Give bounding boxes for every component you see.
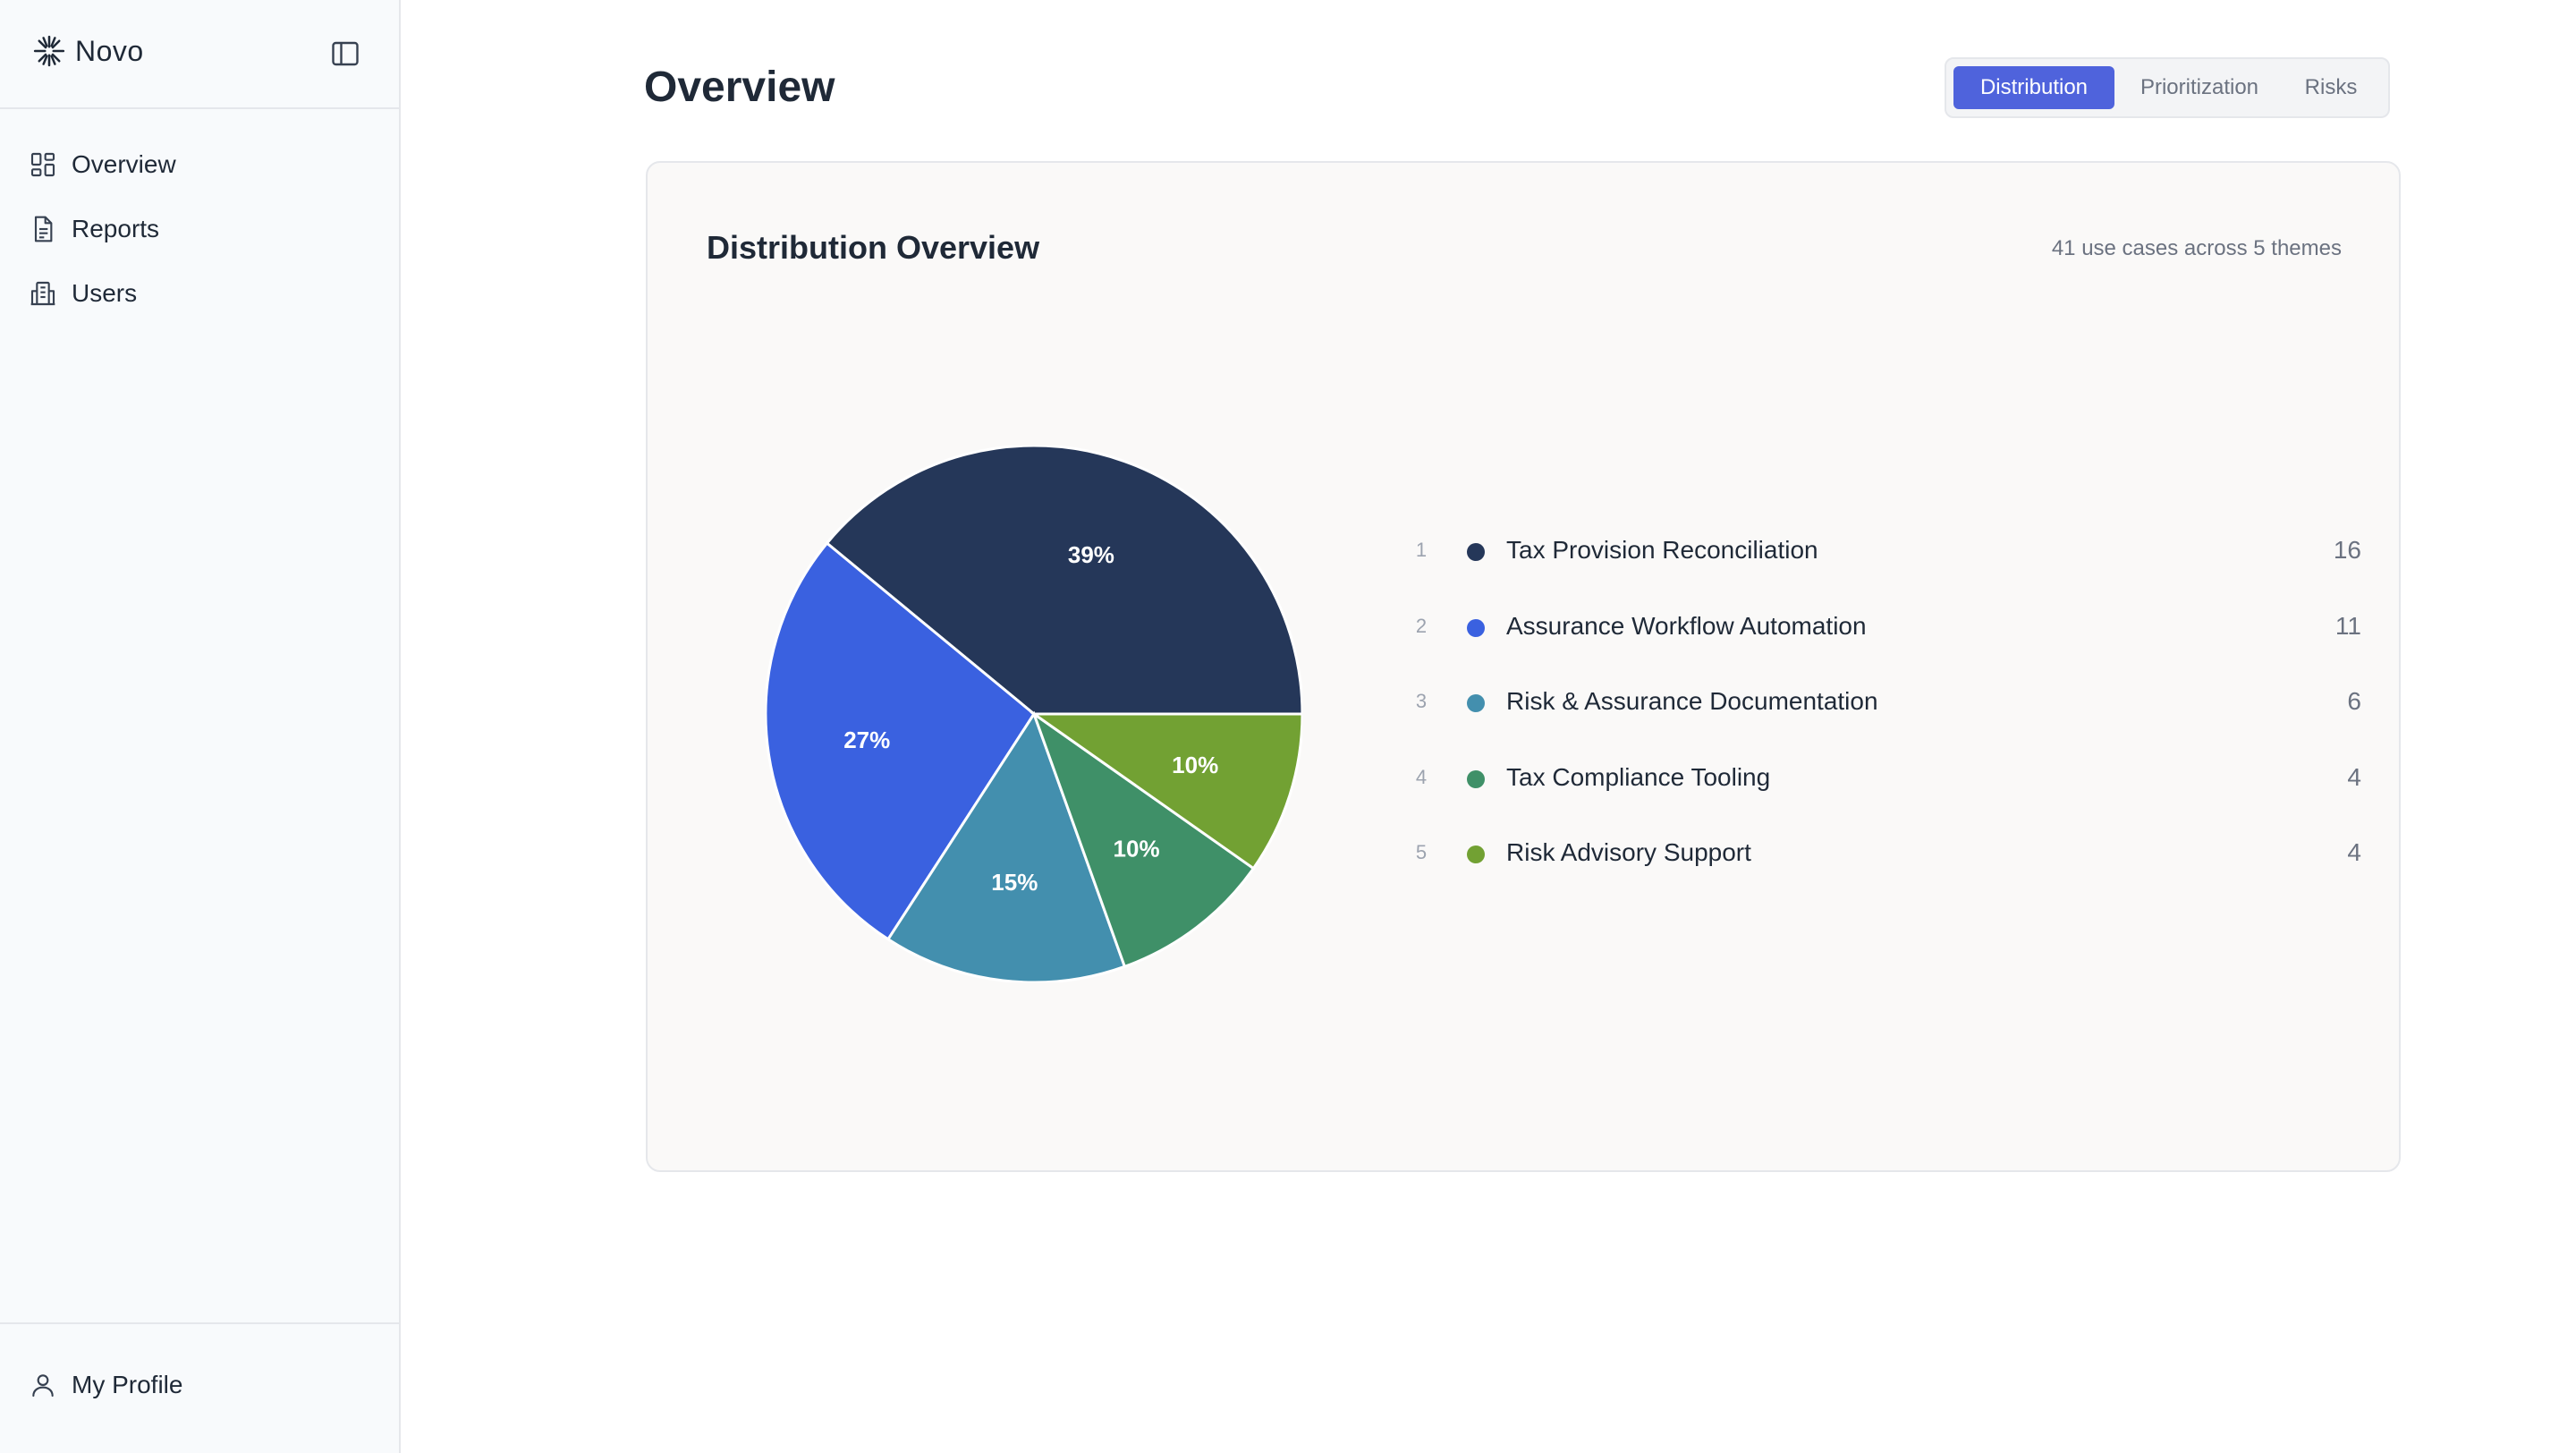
legend-item[interactable]: 3 Risk & Assurance Documentation 6 xyxy=(1413,679,2361,755)
legend-count: 6 xyxy=(2347,687,2361,715)
user-icon xyxy=(32,1374,54,1398)
pie-slice-tax-provision-reconciliation[interactable] xyxy=(825,446,1302,716)
sidebar-header: Novo xyxy=(0,0,399,109)
legend-rank: 5 xyxy=(1415,841,1428,863)
brand-name: Novo xyxy=(75,34,144,67)
pie-slice-risk-advisory-support[interactable] xyxy=(1030,712,1302,871)
building-icon xyxy=(30,281,55,306)
legend-item[interactable]: 2 Assurance Workflow Automation 11 xyxy=(1413,604,2361,680)
legend-color-dot xyxy=(1467,769,1485,788)
pie-slice-risk-and-assurance-documentation[interactable] xyxy=(886,710,1127,982)
chart-legend: 1 Tax Provision Reconciliation 16 2 Assuranc… xyxy=(1413,528,2361,906)
sidebar-toggle-icon[interactable] xyxy=(329,38,361,70)
legend-label: Tax Provision Reconciliation xyxy=(1506,536,1818,564)
legend-label: Risk & Assurance Documentation xyxy=(1506,687,1878,715)
legend-color-dot xyxy=(1467,618,1485,637)
tab-risks[interactable]: Risks xyxy=(2304,75,2358,99)
legend-rank: 2 xyxy=(1415,614,1428,637)
tab-distribution[interactable]: Distribution xyxy=(1953,66,2114,109)
legend-rank: 1 xyxy=(1415,539,1428,561)
pie-slice-tax-compliance-tooling[interactable] xyxy=(1030,710,1256,969)
page-title: Overview xyxy=(644,64,835,111)
card-title: Distribution Overview xyxy=(707,229,1040,266)
sidebar-footer: My Profile xyxy=(0,1322,399,1453)
sparkle-logo-icon xyxy=(33,35,65,67)
legend-item[interactable]: 4 Tax Compliance Tooling 4 xyxy=(1413,755,2361,831)
document-icon xyxy=(34,216,53,242)
legend-color-dot xyxy=(1467,543,1485,561)
legend-label: Tax Compliance Tooling xyxy=(1506,762,1771,791)
distribution-card: Distribution Overview 41 use cases acros… xyxy=(646,161,2401,1172)
pie-slice-label: 39% xyxy=(1068,541,1114,568)
sidebar: Novo Overview Reports xyxy=(0,0,401,1453)
pie-slice-label: 15% xyxy=(991,869,1038,896)
legend-item[interactable]: 1 Tax Provision Reconciliation 16 xyxy=(1413,528,2361,604)
view-tabs: Distribution Prioritization Risks xyxy=(1945,57,2390,118)
pie-slice-label: 10% xyxy=(1172,752,1218,778)
sidebar-item-label: Users xyxy=(72,279,138,307)
legend-count: 4 xyxy=(2347,762,2361,791)
legend-count: 16 xyxy=(2333,536,2361,564)
pie-slice-assurance-workflow-automation[interactable] xyxy=(766,541,1036,941)
profile-label: My Profile xyxy=(72,1371,183,1398)
tab-prioritization[interactable]: Prioritization xyxy=(2140,75,2259,99)
card-subtitle: 41 use cases across 5 themes xyxy=(2051,236,2342,260)
pie-slice-label: 10% xyxy=(1114,835,1160,862)
legend-color-dot xyxy=(1467,694,1485,712)
legend-count: 4 xyxy=(2347,838,2361,866)
pie-slice-label: 27% xyxy=(843,726,890,753)
sidebar-item-label: Reports xyxy=(72,215,160,242)
legend-rank: 4 xyxy=(1415,765,1428,788)
brand[interactable]: Novo xyxy=(32,34,144,68)
legend-label: Assurance Workflow Automation xyxy=(1506,611,1867,640)
sidebar-nav: Overview Reports Users xyxy=(0,132,399,326)
legend-rank: 3 xyxy=(1415,690,1428,712)
legend-label: Risk Advisory Support xyxy=(1506,838,1751,866)
sidebar-item-label: Overview xyxy=(72,150,176,178)
legend-item[interactable]: 5 Risk Advisory Support 4 xyxy=(1413,830,2361,906)
pie-chart: 39% 27% 15% 10% 10% xyxy=(766,446,1302,982)
sidebar-item-my-profile[interactable]: My Profile xyxy=(29,1371,182,1399)
legend-color-dot xyxy=(1467,845,1485,863)
sidebar-item-reports[interactable]: Reports xyxy=(0,197,399,261)
sidebar-item-users[interactable]: Users xyxy=(0,261,399,326)
sidebar-item-overview[interactable]: Overview xyxy=(0,132,399,197)
legend-count: 11 xyxy=(2334,611,2361,640)
dashboard-grid-icon xyxy=(30,152,55,177)
